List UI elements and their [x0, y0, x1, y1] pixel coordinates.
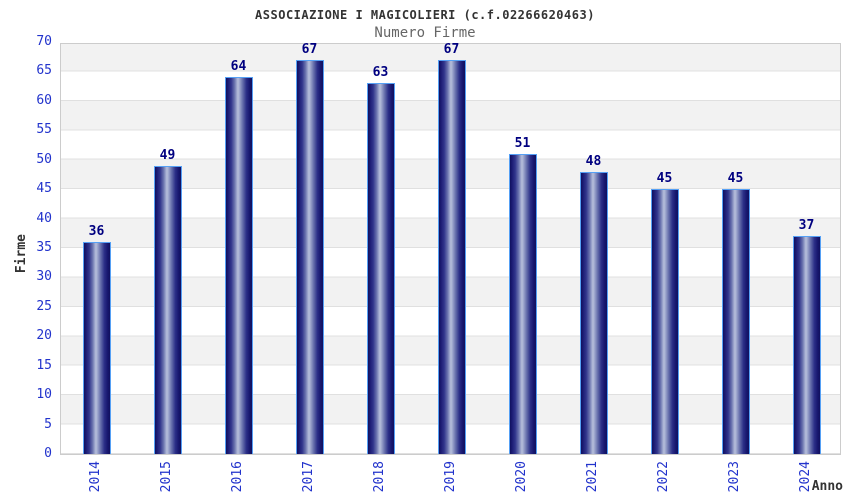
- y-tick-label: 30: [36, 269, 52, 285]
- bar-value-label: 37: [798, 218, 815, 234]
- x-tick-label: 2014: [86, 461, 106, 499]
- bar-2016: [224, 77, 253, 454]
- y-tick-label: 65: [36, 63, 52, 79]
- x-tick-label: 2018: [370, 461, 390, 499]
- x-tick-label: 2017: [299, 461, 319, 499]
- y-tick-label: 0: [44, 446, 52, 461]
- x-tick-label: 2019: [441, 461, 461, 499]
- bar-2015: [153, 165, 182, 454]
- x-tick-label-text: 2021: [585, 461, 600, 493]
- bar-value-label: 64: [230, 59, 247, 75]
- bar-2023: [721, 189, 750, 454]
- bar-2021: [579, 171, 608, 454]
- bar-value-label: 67: [443, 41, 460, 57]
- y-tick-label: 50: [36, 151, 52, 167]
- bar-value-label: 48: [585, 153, 602, 169]
- x-tick-label-text: 2020: [514, 461, 529, 493]
- x-tick-label: 2021: [583, 461, 603, 499]
- x-tick-label: 2016: [228, 461, 248, 499]
- bar-2020: [508, 153, 537, 454]
- x-tick-label: 2015: [157, 461, 177, 499]
- bar-value-label: 49: [159, 147, 176, 163]
- y-tick-label: 40: [36, 210, 52, 226]
- bar-value-label: 36: [88, 224, 105, 240]
- x-tick-label-text: 2016: [230, 461, 245, 493]
- chart-title: ASSOCIAZIONE I MAGICOLIERI (c.f.02266620…: [255, 8, 595, 22]
- x-tick-label-text: 2018: [372, 461, 387, 493]
- y-tick-label: 10: [36, 387, 52, 403]
- x-tick-label: 2024: [796, 461, 816, 499]
- x-tick-label-text: 2019: [443, 461, 458, 493]
- bar-value-label: 51: [514, 135, 531, 151]
- x-tick-label-text: 2024: [798, 461, 813, 493]
- bar-value-label: 63: [372, 65, 389, 81]
- y-tick-label: 70: [36, 34, 52, 49]
- bar-value-label: 67: [301, 41, 318, 57]
- bar-2017: [295, 59, 324, 454]
- x-tick-label-text: 2022: [656, 461, 671, 493]
- x-tick-label-text: 2015: [159, 461, 174, 493]
- y-tick-label: 25: [36, 298, 52, 314]
- x-tick-label-text: 2023: [727, 461, 742, 493]
- bar-2022: [650, 189, 679, 454]
- bar-2014: [82, 242, 111, 454]
- plot-area: 0 5 10 15 20 25 30 35 40 45 50 55 60 65 70 36 49 64 67 63 67…: [36, 35, 841, 461]
- x-tick-label-text: 2017: [301, 461, 316, 493]
- y-tick-label: 35: [36, 240, 52, 255]
- bar-value-label: 45: [727, 171, 744, 187]
- bar-2019: [437, 59, 466, 454]
- x-tick-label-text: 2014: [88, 461, 103, 493]
- y-tick-label: 5: [44, 416, 52, 432]
- chart-subtitle: Numero Firme: [374, 25, 476, 41]
- x-axis-title: Anno: [811, 479, 843, 494]
- bar-2018: [366, 83, 395, 454]
- y-tick-label: 55: [36, 122, 52, 138]
- x-tick-label: 2023: [725, 461, 745, 499]
- y-tick-label: 20: [36, 328, 52, 344]
- x-tick-label: 2022: [654, 461, 674, 499]
- x-tick-label: 2020: [512, 461, 532, 499]
- y-tick-label: 60: [36, 92, 52, 108]
- y-tick-label: 15: [36, 357, 52, 373]
- bar-2024: [792, 236, 821, 454]
- bar-value-label: 45: [656, 171, 673, 187]
- y-tick-label: 45: [36, 181, 52, 197]
